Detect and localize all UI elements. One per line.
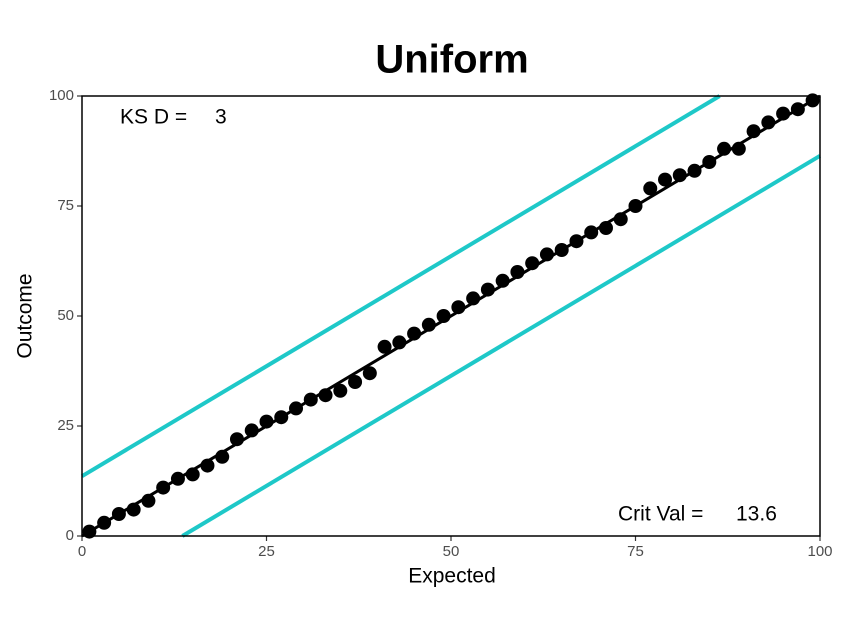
point (141, 493, 156, 508)
point (244, 423, 259, 438)
point (672, 168, 687, 183)
point (111, 507, 126, 521)
point (569, 234, 584, 249)
point (318, 388, 333, 403)
point (170, 471, 185, 486)
ks-label: KS D = (120, 106, 187, 129)
point (510, 265, 525, 279)
point (185, 467, 200, 482)
point (97, 515, 112, 530)
chart-title: Uniform (375, 38, 528, 82)
point (333, 383, 348, 398)
point (731, 141, 746, 156)
crit-value: 13.6 (736, 503, 777, 526)
point (362, 366, 377, 381)
point (687, 163, 702, 178)
x-tick-label: 0 (78, 543, 86, 560)
point (702, 155, 717, 169)
y-tick-label: 100 (49, 87, 74, 104)
point (436, 309, 451, 323)
crit-label: Crit Val = (618, 503, 703, 526)
lower-band (181, 154, 822, 538)
point (407, 326, 422, 341)
upper-band (80, 94, 721, 478)
x-tick-label: 75 (627, 543, 644, 560)
point (613, 212, 628, 227)
point (377, 339, 392, 354)
plot-frame (81, 95, 821, 537)
x-tick-label: 25 (258, 543, 275, 560)
point (554, 243, 569, 257)
point (200, 458, 215, 473)
point (598, 221, 613, 235)
point (466, 291, 481, 306)
point (82, 524, 97, 539)
point (289, 401, 304, 416)
point (229, 432, 244, 447)
y-tick-label: 25 (57, 417, 74, 434)
point (392, 335, 407, 350)
point (156, 480, 171, 495)
x-tick-label: 100 (807, 543, 832, 560)
point (480, 282, 495, 297)
point (628, 199, 643, 213)
point (805, 93, 820, 108)
point (495, 273, 510, 288)
point (451, 300, 466, 315)
point (259, 414, 274, 429)
ks-value: 3 (215, 106, 227, 129)
y-tick-label: 75 (57, 197, 74, 214)
point (746, 124, 761, 139)
point (348, 375, 363, 389)
point (274, 410, 289, 425)
point (584, 225, 599, 240)
point (761, 115, 776, 130)
point (303, 392, 318, 407)
point (658, 172, 673, 187)
y-tick-label: 0 (66, 527, 74, 544)
point (215, 449, 230, 464)
point (776, 106, 791, 121)
x-axis-label: Expected (408, 565, 496, 588)
point (643, 181, 658, 196)
point (717, 141, 732, 156)
point (126, 502, 141, 517)
point (525, 256, 540, 271)
point (790, 102, 805, 117)
y-tick-label: 50 (57, 307, 74, 324)
x-tick-label: 50 (443, 543, 460, 560)
y-axis-label: Outcome (14, 273, 37, 358)
point (539, 247, 554, 262)
point (421, 317, 436, 332)
